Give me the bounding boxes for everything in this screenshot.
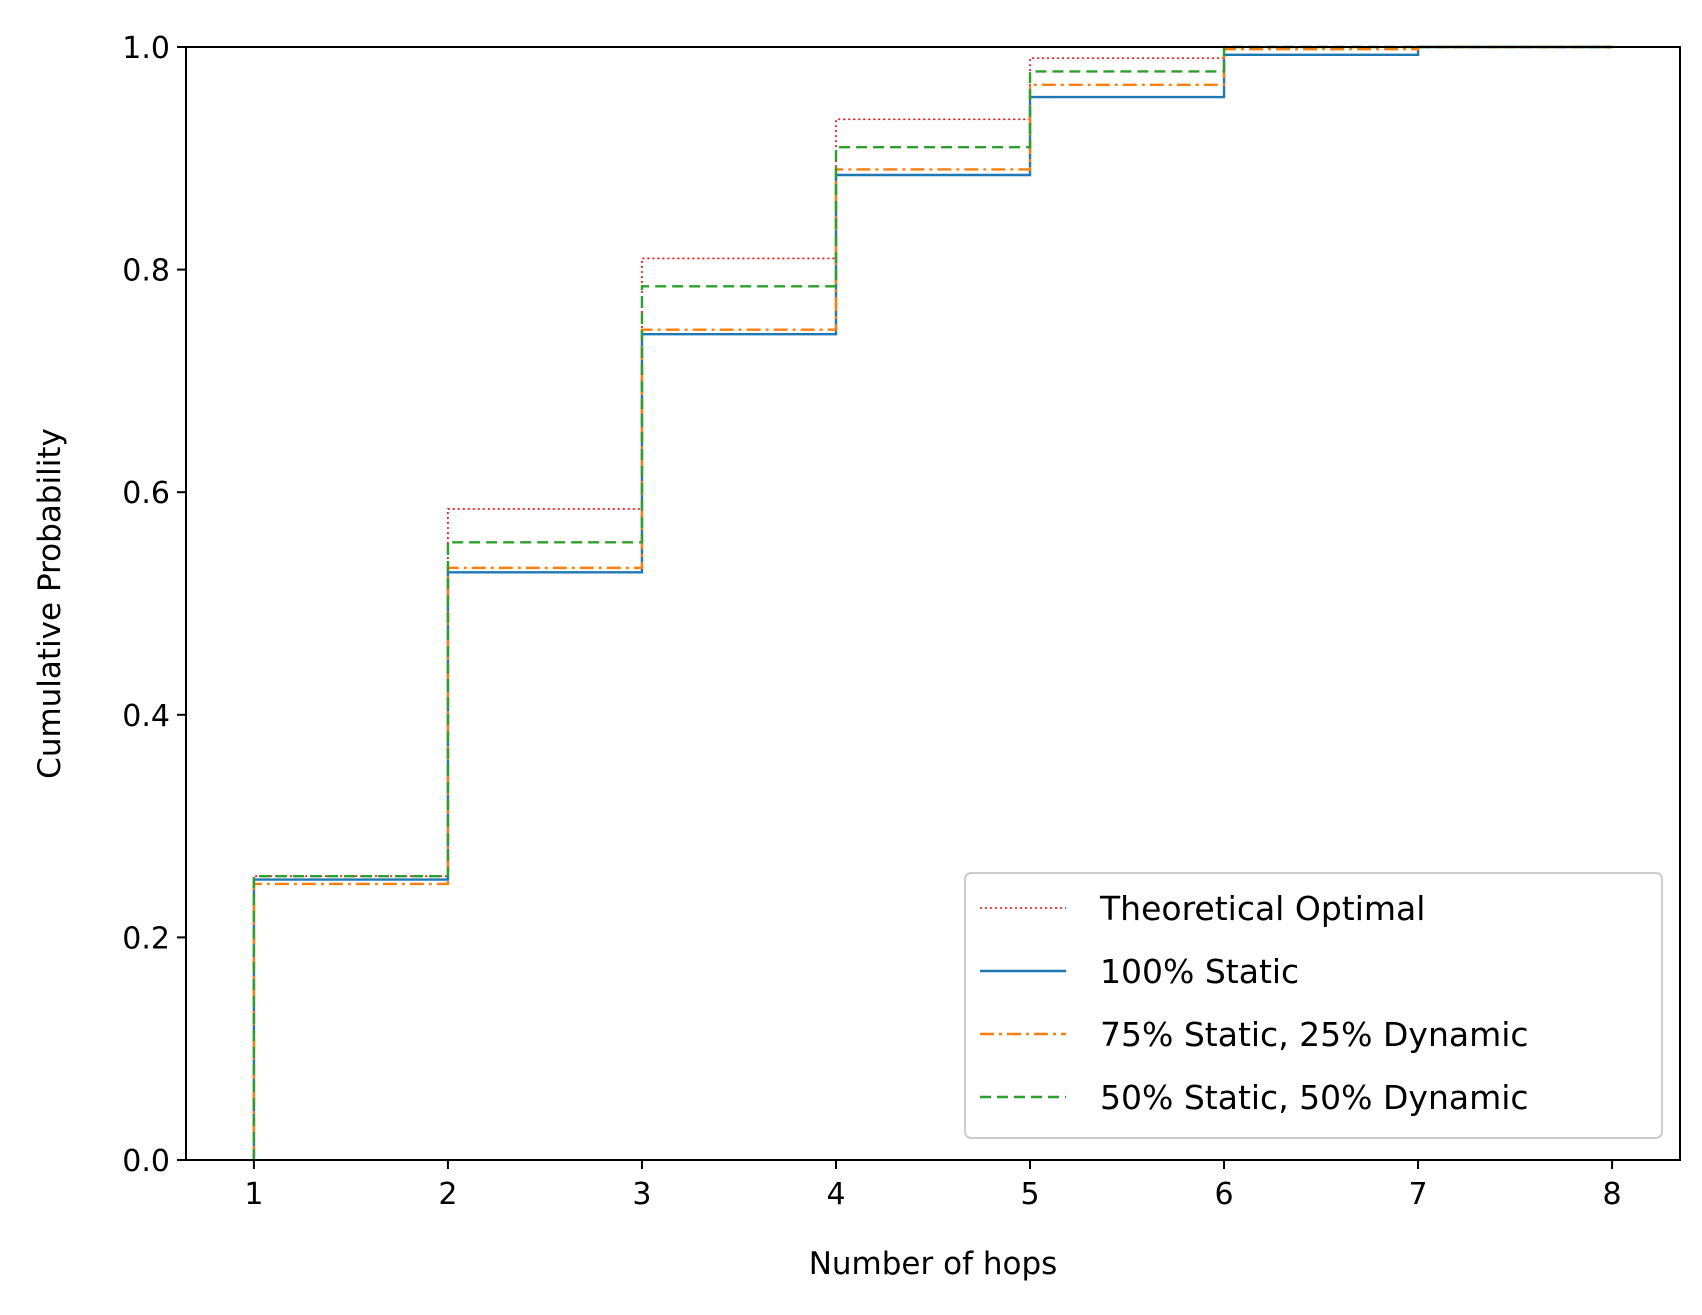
x-tick-label: 7 — [1409, 1177, 1428, 1212]
x-axis: 1 2 3 4 5 6 7 8 — [244, 1160, 1622, 1212]
x-axis-title: Number of hops — [809, 1246, 1058, 1282]
x-tick-label: 6 — [1214, 1177, 1233, 1212]
legend-label: 50% Static, 50% Dynamic — [1100, 1078, 1529, 1117]
y-tick-label: 1.0 — [122, 31, 170, 66]
y-tick-label: 0.8 — [122, 254, 170, 289]
x-tick-label: 1 — [244, 1177, 263, 1212]
y-axis: 0.0 0.2 0.4 0.6 0.8 1.0 — [122, 31, 186, 1179]
legend-box — [964, 872, 1663, 1139]
x-tick-label: 3 — [632, 1177, 651, 1212]
x-tick-label: 2 — [438, 1177, 457, 1212]
legend: Theoretical Optimal 100% Static 75% Static… — [964, 872, 1663, 1139]
x-tick-label: 4 — [826, 1177, 845, 1212]
x-tick-label: 8 — [1603, 1177, 1622, 1212]
series-line-4 — [252, 45, 1613, 1160]
y-tick-label: 0.2 — [122, 921, 170, 956]
y-axis-title: Cumulative Probability — [32, 428, 68, 779]
x-tick-label: 5 — [1020, 1177, 1039, 1212]
legend-label: 75% Static, 25% Dynamic — [1100, 1015, 1529, 1054]
y-tick-label: 0.4 — [122, 699, 170, 734]
plot-frame — [185, 46, 1681, 1161]
y-tick-label: 0.6 — [122, 476, 170, 511]
y-tick-label: 0.0 — [122, 1144, 170, 1179]
series-layer — [252, 45, 1613, 1160]
legend-label: 100% Static — [1100, 952, 1299, 991]
legend-label: Theoretical Optimal — [1099, 889, 1425, 928]
